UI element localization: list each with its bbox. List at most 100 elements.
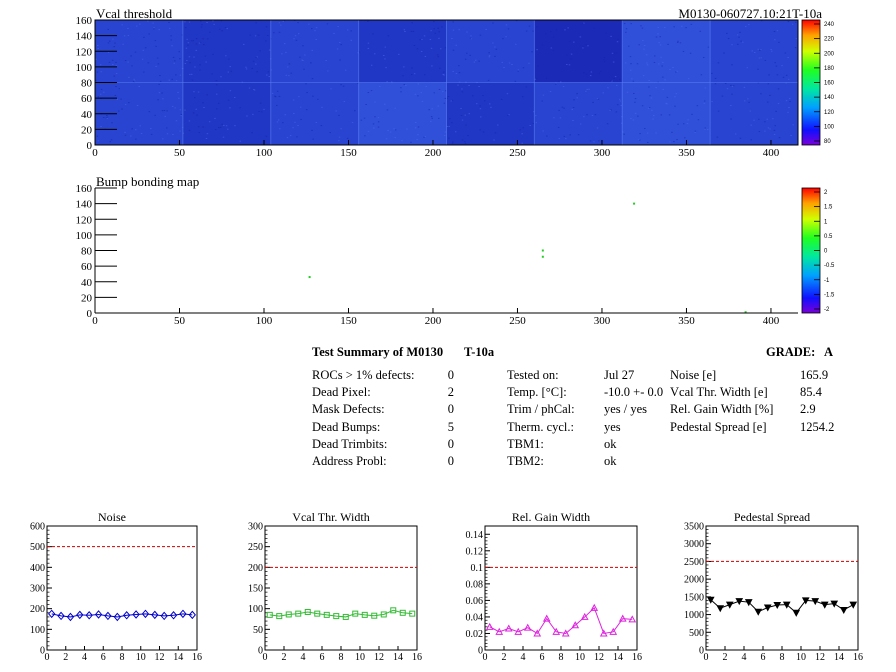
vcal-pixel-speckle [106,114,108,116]
vcal-pixel-speckle [716,136,719,138]
vcal-pixel-speckle [113,46,116,48]
vcal-pixel-speckle [766,101,769,103]
vcal-palette-tick-label: 140 [824,95,835,101]
vcal-pixel-speckle [306,92,308,94]
vcal-pixel-speckle [508,114,510,116]
vcal-pixel-speckle [400,91,402,93]
vcal-pixel-speckle [659,44,662,46]
vcal-pixel-speckle [625,31,627,33]
vcal-pixel-speckle [419,39,421,41]
vcal-pixel-speckle [571,108,574,110]
vcal-pixel-speckle [639,139,641,141]
trend-data-point [323,611,330,618]
vcal-roc-block [358,20,447,83]
vcal-pixel-speckle [452,21,454,23]
vcal-pixel-speckle [474,59,477,61]
vcal-pixel-speckle [179,130,181,132]
vcal-pixel-speckle [769,94,771,96]
vcal-pixel-speckle [591,114,594,116]
vcal-pixel-speckle [304,54,306,56]
vcal-pixel-speckle [127,35,130,37]
vcal-pixel-speckle [383,103,386,105]
vcal-pixel-speckle [559,81,562,83]
vcal-pixel-speckle [121,24,123,26]
cond-value-thermal: yes [604,419,621,434]
vcal-pixel-speckle [330,88,332,90]
trend-data-point [830,600,839,608]
vcal-map-ytick-label: 0 [87,140,93,152]
vcal-pixel-speckle [602,92,604,94]
vcal-pixel-speckle [218,28,221,30]
trend-data-point [160,611,168,621]
vcal-pixel-speckle [158,83,160,85]
vcal-pixel-speckle [153,27,155,29]
vcal-pixel-speckle [553,117,555,119]
vcal-pixel-speckle [421,39,423,41]
vcal-pixel-speckle [184,109,186,111]
vcal-pixel-speckle [521,142,523,144]
vcal-pixel-speckle [164,115,166,117]
vcal-pixel-speckle [218,127,220,129]
vcal-pixel-speckle [582,47,584,49]
vcal-pixel-speckle [438,88,441,90]
vcal-pixel-speckle [758,131,761,133]
vcal-pixel-speckle [634,112,637,114]
vcal-pixel-speckle [717,110,720,112]
vcal-pixel-speckle [335,110,337,112]
vcal-pixel-speckle [482,131,485,133]
vcal-pixel-speckle [751,50,754,52]
vcal-map-xtick-label: 350 [678,147,695,159]
vcal-pixel-speckle [431,65,433,67]
dead-bump-point [541,249,544,252]
vcal-pixel-speckle [292,99,295,101]
vcal-pixel-speckle [325,59,327,61]
vcal-pixel-speckle [437,105,440,107]
vcal-pixel-speckle [200,26,203,28]
vcal-pixel-speckle [187,42,190,44]
vcal-pixel-speckle [433,28,436,30]
vcal-pixel-speckle [124,104,127,106]
vcal-pixel-speckle [286,137,289,139]
vcal-pixel-speckle [131,128,133,130]
vcal-pixel-speckle [266,35,269,37]
vcal-pixel-speckle [785,74,788,76]
vcal-pixel-speckle [629,56,632,58]
vcal-pixel-speckle [444,131,447,133]
vcal-pixel-speckle [657,26,660,28]
vcal-pixel-speckle [134,129,137,131]
vcal-pixel-speckle [764,121,766,123]
vcal-pixel-speckle [567,27,569,29]
summary-module-code: T-10a [464,345,495,359]
trend-data-point [609,627,618,635]
vcal-pixel-speckle [478,85,480,87]
trend-xtick-label: 10 [575,652,585,663]
vcal-pixel-speckle [263,108,265,110]
vcal-pixel-speckle [111,122,113,124]
vcal-pixel-speckle [497,124,499,126]
vcal-pixel-speckle [726,32,728,34]
vcal-pixel-speckle [495,48,498,50]
vcal-pixel-speckle [460,107,462,109]
vcal-pixel-speckle [243,43,245,45]
vcal-pixel-speckle [455,72,458,74]
vcal-pixel-speckle [646,132,649,134]
trend-xtick-label: 6 [101,652,106,663]
vcal-pixel-speckle [195,43,198,45]
vcal-pixel-speckle [774,125,777,127]
vcal-pixel-speckle [132,81,135,83]
vcal-pixel-speckle [394,129,397,131]
vcal-pixel-speckle [593,141,595,143]
trend-plot-2: Rel. Gain Width 0 0.02 0.04 0.06 0.08 0.1 0.12 0… [466,510,643,663]
vcal-pixel-speckle [168,21,170,23]
trend-data-point [792,609,801,617]
vcal-pixel-speckle [172,134,174,136]
vcal-pixel-speckle [451,99,454,101]
trend-ytick-label: 2000 [684,575,704,586]
vcal-pixel-speckle [458,72,461,74]
trend-ytick-label: 100 [248,604,263,615]
vcal-pixel-speckle [576,93,578,95]
trend-ytick-label: 50 [253,625,263,636]
vcal-pixel-speckle [450,100,453,102]
defects-labels: ROCs > 1% defects: Dead Pixel: Mask Defe… [312,367,415,470]
vcal-pixel-speckle [687,119,689,121]
